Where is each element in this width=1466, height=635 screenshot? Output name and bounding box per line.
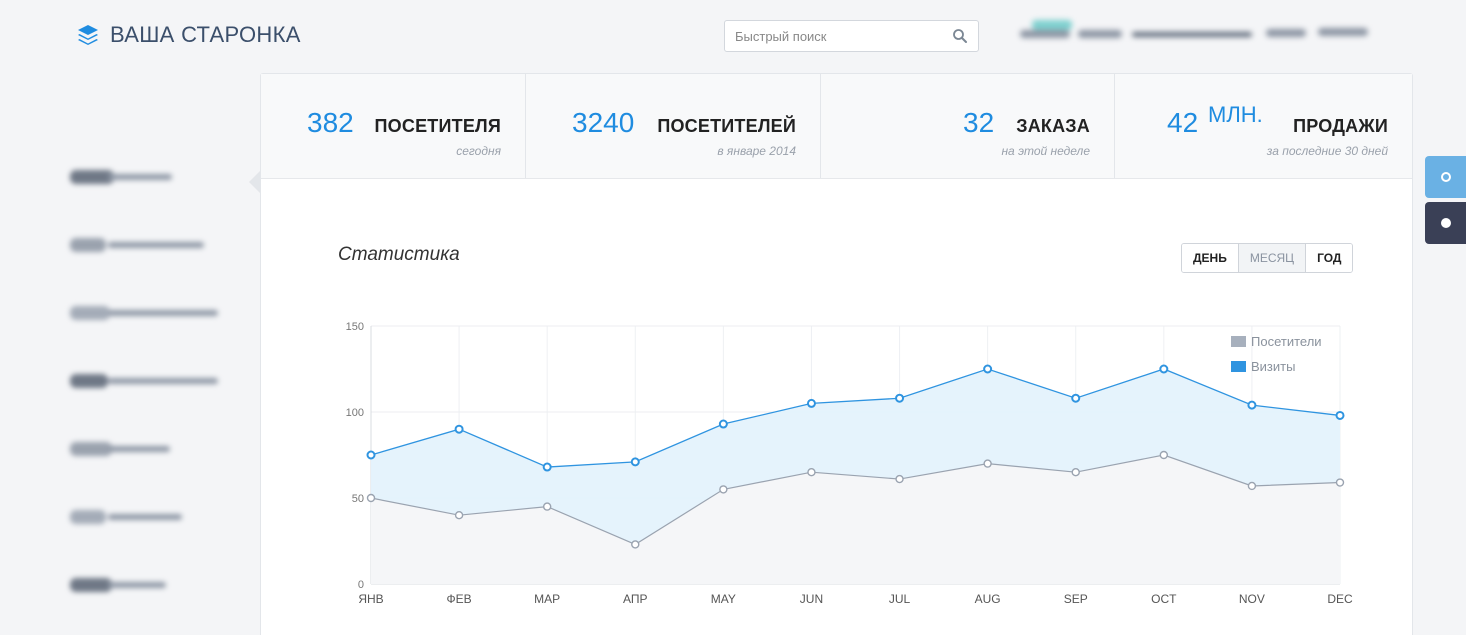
y-tick-label: 100 <box>346 407 364 419</box>
point-visits <box>454 424 464 434</box>
point-visitors <box>1071 468 1080 477</box>
point-visits <box>718 419 728 429</box>
point-visits <box>895 393 905 403</box>
stat-label: ПРОДАЖИ <box>1293 116 1388 136</box>
point-visitors <box>454 511 464 520</box>
line-visits <box>370 368 1341 468</box>
chart-title: Статистика <box>338 244 460 265</box>
quick-search <box>724 20 979 52</box>
card-pointer <box>249 170 261 194</box>
point-visitors <box>631 540 640 549</box>
stat-value: 3240 <box>572 107 635 138</box>
stat-visitors-today: 382 ПОСЕТИТЕЛЯ сегодня <box>261 74 526 178</box>
stat-orders: 32 ЗАКАЗА на этой неделе <box>821 74 1115 178</box>
circle-filled-icon <box>1440 218 1451 228</box>
x-tick-label: JUL <box>889 592 911 606</box>
point-visits <box>1335 410 1345 420</box>
sidebar-item[interactable] <box>62 422 242 490</box>
point-visits <box>1247 400 1257 410</box>
x-tick-label: DEC <box>1327 592 1353 606</box>
legend-swatch <box>1231 336 1246 347</box>
legend-swatch <box>1231 361 1246 372</box>
stats-chart: 0 50 100 150 ЯНВ ФЕВ МАР АПР MAY JUN JUL AUG SEP OCT N… <box>346 321 1353 606</box>
stat-value: 382 <box>307 107 354 138</box>
stat-value: 42 <box>1167 107 1199 138</box>
search-input[interactable] <box>735 28 952 44</box>
app-title: ВАША СТАРОНКА <box>110 22 301 47</box>
point-visits <box>1159 364 1169 374</box>
theme-dark-tab[interactable] <box>1425 202 1466 244</box>
x-tick-label: AUG <box>975 592 1001 606</box>
stat-value: 32 <box>963 107 995 138</box>
x-tick-label: JUN <box>800 592 823 606</box>
point-visits <box>366 450 376 460</box>
point-visitors <box>542 502 552 511</box>
period-toggle: ДЕНЬ МЕСЯЦ ГОД <box>1181 243 1354 273</box>
dashboard-card: 382 ПОСЕТИТЕЛЯ сегодня 3240 ПОСЕТИТЕЛЕЙ … <box>260 73 1413 635</box>
sidebar-item[interactable] <box>62 558 242 626</box>
stat-visitors-month: 3240 ПОСЕТИТЕЛЕЙ в январе 2014 <box>526 74 821 178</box>
circle-outline-icon <box>1440 172 1451 182</box>
point-visits <box>542 462 552 472</box>
sidebar-item[interactable] <box>62 150 242 218</box>
point-visitors <box>895 474 904 484</box>
x-tick-label: МАР <box>534 592 560 606</box>
y-tick-label: 0 <box>358 579 364 591</box>
x-tick-label: NOV <box>1239 592 1265 606</box>
point-visitors <box>1247 481 1257 491</box>
point-visitors <box>1159 450 1169 460</box>
sidebar <box>62 150 242 626</box>
y-tick-label: 50 <box>352 493 364 505</box>
y-tick-label: 150 <box>346 321 364 333</box>
stat-label: ЗАКАЗА <box>1016 116 1090 136</box>
area-visitors <box>371 455 1340 584</box>
x-tick-label: MAY <box>711 592 736 606</box>
period-day-button[interactable]: ДЕНЬ <box>1182 244 1239 272</box>
point-visitors <box>807 468 816 477</box>
legend-label: Посетители <box>1251 334 1322 349</box>
sidebar-item[interactable] <box>62 218 242 286</box>
logo[interactable]: ВАША СТАРОНКА <box>76 22 301 48</box>
point-visits <box>630 457 640 467</box>
search-icon[interactable] <box>952 28 968 44</box>
period-year-button[interactable]: ГОД <box>1306 244 1353 272</box>
sidebar-item[interactable] <box>62 286 242 354</box>
stat-subtitle: на этой неделе <box>1001 144 1090 158</box>
point-visits <box>983 364 993 374</box>
sidebar-item[interactable] <box>62 490 242 558</box>
stat-label: ПОСЕТИТЕЛЯ <box>374 116 501 136</box>
x-tick-label: SEP <box>1064 592 1088 606</box>
theme-light-tab[interactable] <box>1425 156 1466 198</box>
stat-subtitle: сегодня <box>456 144 501 158</box>
user-menu[interactable] <box>1012 14 1372 50</box>
point-visits <box>806 398 816 408</box>
x-tick-label: АПР <box>623 592 648 606</box>
stat-label: ПОСЕТИТЕЛЕЙ <box>657 116 796 136</box>
point-visits <box>1071 393 1081 403</box>
line-visitors <box>370 454 1341 546</box>
sidebar-item[interactable] <box>62 354 242 422</box>
point-visitors <box>983 459 992 468</box>
x-tick-label: ЯНВ <box>358 592 383 606</box>
point-visitors <box>719 485 728 494</box>
period-month-button[interactable]: МЕСЯЦ <box>1238 244 1307 272</box>
stat-unit: МЛН. <box>1208 102 1263 127</box>
legend-label: Визиты <box>1251 359 1295 374</box>
x-tick-label: OCT <box>1151 592 1177 606</box>
stat-sales: 42 МЛН. ПРОДАЖИ за последние 30 дней <box>1115 74 1412 178</box>
point-visitors <box>1335 478 1345 487</box>
stat-subtitle: за последние 30 дней <box>1266 144 1388 158</box>
point-visitors <box>366 493 376 503</box>
stats-bar: 382 ПОСЕТИТЕЛЯ сегодня 3240 ПОСЕТИТЕЛЕЙ … <box>261 74 1412 179</box>
x-tick-label: ФЕВ <box>447 592 472 606</box>
stat-subtitle: в январе 2014 <box>717 144 796 158</box>
layers-icon <box>78 25 98 45</box>
